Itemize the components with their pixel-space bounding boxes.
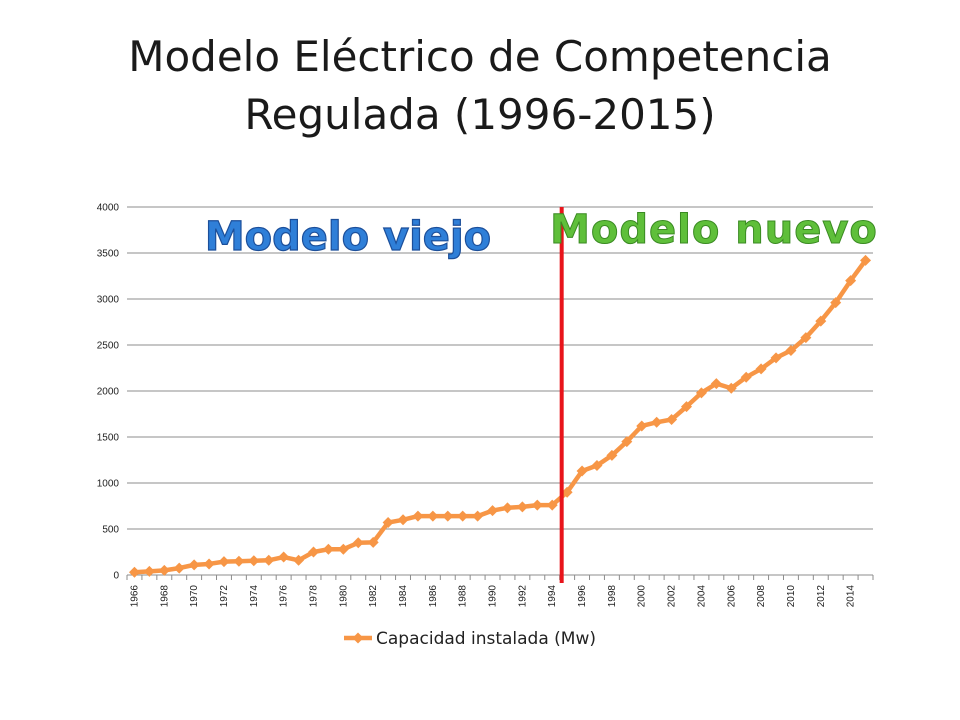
y-tick-label-0: 0 (113, 571, 119, 582)
y-tick-label-1500: 1500 (97, 433, 120, 444)
series-line-0 (134, 259, 868, 575)
x-axis (126, 574, 874, 580)
legend-series-marker (352, 632, 364, 644)
data-point-2007 (740, 371, 752, 383)
data-point-1986 (427, 510, 439, 522)
data-point-2006 (725, 382, 737, 394)
data-point-2015 (860, 254, 872, 266)
data-point-1969 (173, 562, 185, 574)
data-point-1972 (218, 556, 230, 568)
x-tick-label-1994: 1994 (547, 585, 558, 608)
x-tick-label-1976: 1976 (279, 585, 290, 608)
data-point-2010 (785, 345, 797, 357)
legend-series-label: Capacidad instalada (Mw) (376, 629, 596, 649)
x-tick-label-2002: 2002 (667, 585, 678, 608)
data-point-1982 (367, 536, 379, 548)
slide-title: Modelo Eléctrico de Competencia Regulada… (0, 28, 960, 144)
chart-gridlines (127, 206, 873, 576)
x-tick-label-1972: 1972 (219, 585, 230, 608)
y-tick-label-3500: 3500 (97, 249, 120, 260)
data-point-2003 (681, 401, 692, 413)
data-point-2012 (815, 315, 827, 327)
x-axis-tick-labels: 1966 1968 1970 1972 1974 1976 1978 1980 1982 1984… (129, 585, 856, 608)
chart-series (128, 254, 872, 578)
data-point-1988 (457, 510, 469, 522)
x-tick-label-1984: 1984 (398, 585, 409, 608)
x-tick-label-1978: 1978 (309, 585, 320, 608)
x-tick-label-1986: 1986 (428, 585, 439, 608)
x-tick-label-1974: 1974 (249, 585, 260, 608)
x-tick-label-1980: 1980 (338, 585, 349, 608)
y-tick-label-3000: 3000 (97, 295, 120, 306)
data-point-1990 (487, 505, 499, 517)
data-point-2008 (755, 363, 767, 375)
data-point-1981 (352, 537, 364, 549)
data-point-1996 (576, 465, 588, 477)
data-point-1993 (531, 499, 543, 511)
x-tick-label-1992: 1992 (517, 585, 528, 608)
data-point-1979 (322, 543, 334, 555)
data-point-1966 (128, 566, 140, 578)
data-point-1997 (591, 460, 603, 472)
annotation-new-model: Modelo nuevo (550, 207, 878, 253)
data-point-1973 (233, 555, 245, 567)
y-tick-label-500: 500 (102, 525, 119, 536)
data-point-2011 (800, 332, 812, 344)
data-point-1999 (621, 436, 633, 448)
data-point-2001 (651, 416, 663, 428)
data-point-1976 (278, 551, 290, 563)
data-point-2000 (636, 420, 648, 432)
data-point-1987 (442, 510, 454, 522)
y-tick-label-1000: 1000 (97, 479, 120, 490)
x-tick-label-1970: 1970 (189, 585, 200, 608)
x-tick-label-2010: 2010 (786, 585, 797, 608)
y-tick-label-2000: 2000 (97, 387, 120, 398)
data-point-1985 (412, 510, 424, 522)
data-point-1975 (263, 554, 275, 566)
chart-legend: Capacidad instalada (Mw) (344, 629, 596, 649)
x-tick-label-2012: 2012 (816, 585, 827, 608)
data-point-1992 (516, 501, 528, 513)
x-tick-label-1998: 1998 (607, 585, 618, 608)
y-tick-label-2500: 2500 (97, 341, 120, 352)
data-point-1971 (203, 558, 215, 570)
data-point-1967 (143, 565, 155, 577)
x-tick-label-2000: 2000 (637, 585, 648, 608)
data-point-1994 (546, 499, 558, 511)
x-tick-label-1982: 1982 (368, 585, 379, 608)
data-point-1998 (606, 449, 618, 461)
annotation-old-model: Modelo viejo (205, 214, 491, 260)
x-tick-label-1988: 1988 (458, 585, 469, 608)
x-tick-label-2004: 2004 (696, 585, 707, 608)
data-point-2002 (666, 414, 678, 426)
data-point-1968 (158, 564, 170, 576)
y-axis-tick-labels: 0 500 1000 1500 2000 2500 3000 3500 4000 (97, 203, 120, 582)
data-point-1989 (472, 510, 484, 522)
x-tick-label-2006: 2006 (726, 585, 737, 608)
slide-title-line-2: Regulada (1996-2015) (244, 90, 716, 139)
data-point-2009 (770, 352, 782, 364)
x-tick-label-1990: 1990 (488, 585, 499, 608)
x-tick-label-2014: 2014 (846, 585, 857, 608)
x-tick-label-1968: 1968 (159, 585, 170, 608)
data-point-2004 (695, 387, 707, 399)
data-point-2013 (830, 297, 842, 309)
data-point-1984 (397, 514, 409, 526)
x-tick-label-1996: 1996 (577, 585, 588, 608)
data-point-1995 (561, 486, 573, 498)
data-point-1983 (382, 517, 394, 529)
data-point-1991 (501, 502, 513, 514)
data-point-1980 (337, 543, 349, 555)
data-point-1970 (188, 559, 200, 571)
data-point-1977 (293, 554, 305, 566)
data-point-2014 (845, 275, 857, 287)
data-point-1978 (308, 546, 319, 558)
data-point-2005 (710, 378, 722, 390)
slide-title-line-1: Modelo Eléctrico de Competencia (128, 32, 832, 81)
y-tick-label-4000: 4000 (97, 203, 120, 214)
x-tick-label-1966: 1966 (129, 585, 140, 608)
x-tick-label-2008: 2008 (756, 585, 767, 608)
data-point-1974 (248, 555, 260, 567)
